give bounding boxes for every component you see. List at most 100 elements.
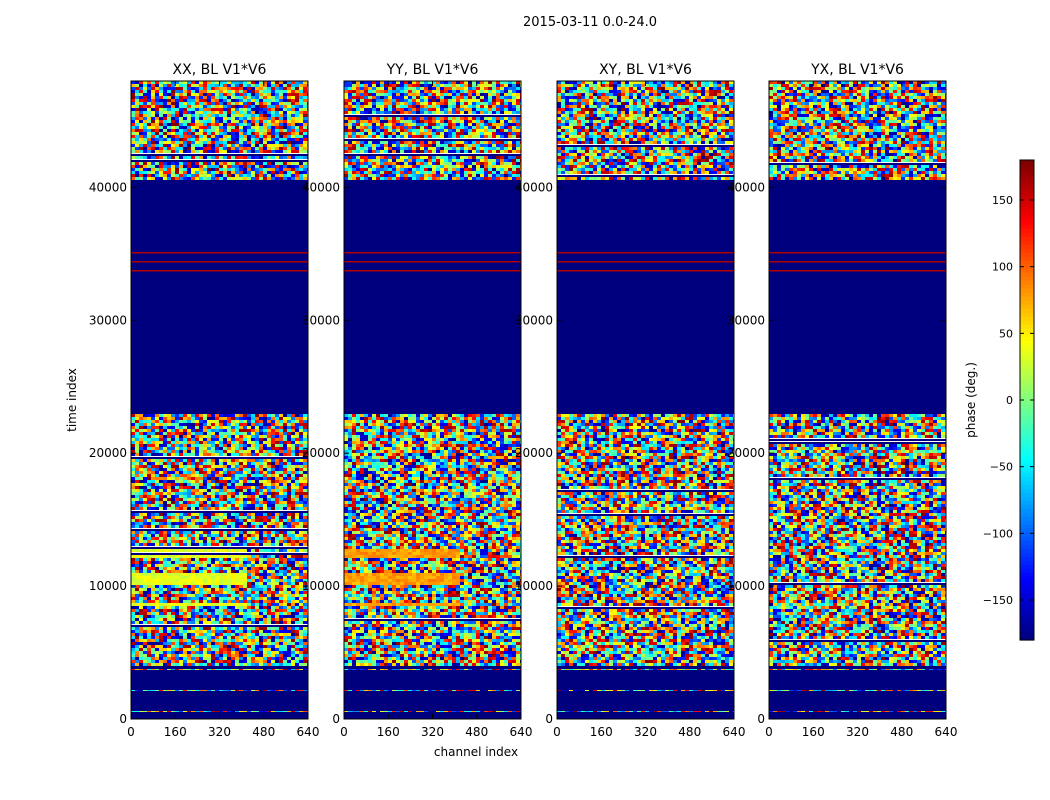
colorbar-swatch bbox=[1020, 204, 1034, 209]
x-tick-label: 640 bbox=[723, 725, 746, 739]
colorbar-swatch bbox=[1020, 504, 1034, 509]
colorbar-swatch bbox=[1020, 600, 1034, 605]
colorbar-swatch bbox=[1020, 516, 1034, 521]
x-tick-label: 320 bbox=[208, 725, 231, 739]
colorbar-swatch bbox=[1020, 372, 1034, 377]
colorbar-swatch bbox=[1020, 460, 1034, 465]
colorbar-swatch bbox=[1020, 500, 1034, 505]
colorbar-swatch bbox=[1020, 628, 1034, 633]
colorbar-swatch bbox=[1020, 296, 1034, 301]
colorbar-swatch bbox=[1020, 552, 1034, 557]
colorbar-swatch bbox=[1020, 308, 1034, 313]
panel-title: XY, BL V1*V6 bbox=[599, 62, 692, 78]
y-tick-label: 30000 bbox=[89, 313, 127, 327]
colorbar-swatch bbox=[1020, 604, 1034, 609]
colorbar-swatch bbox=[1020, 220, 1034, 225]
colorbar-swatch bbox=[1020, 464, 1034, 469]
heatmap-image bbox=[557, 81, 734, 719]
x-tick-label: 640 bbox=[935, 725, 958, 739]
colorbar-swatch bbox=[1020, 292, 1034, 297]
colorbar-swatch bbox=[1020, 532, 1034, 537]
colorbar-swatch bbox=[1020, 180, 1034, 185]
colorbar-swatch bbox=[1020, 176, 1034, 181]
x-tick-label: 480 bbox=[678, 725, 701, 739]
colorbar-swatch bbox=[1020, 356, 1034, 361]
colorbar-swatch bbox=[1020, 488, 1034, 493]
colorbar-swatch bbox=[1020, 536, 1034, 541]
x-tick-label: 320 bbox=[634, 725, 657, 739]
colorbar-swatch bbox=[1020, 380, 1034, 385]
colorbar-swatch bbox=[1020, 272, 1034, 277]
heatmap-image bbox=[769, 81, 946, 719]
colorbar-swatch bbox=[1020, 224, 1034, 229]
colorbar-swatch bbox=[1020, 472, 1034, 477]
colorbar-swatch bbox=[1020, 408, 1034, 413]
colorbar-swatch bbox=[1020, 228, 1034, 233]
panel-title: YY, BL V1*V6 bbox=[386, 62, 479, 78]
colorbar-swatch bbox=[1020, 548, 1034, 553]
colorbar-swatch bbox=[1020, 304, 1034, 309]
heatmap-image bbox=[131, 81, 308, 719]
colorbar-tick-label: −100 bbox=[983, 527, 1013, 540]
x-tick-label: 640 bbox=[510, 725, 533, 739]
colorbar-swatch bbox=[1020, 268, 1034, 273]
colorbar-swatch bbox=[1020, 412, 1034, 417]
y-tick-label: 10000 bbox=[515, 579, 553, 593]
x-tick-label: 640 bbox=[297, 725, 320, 739]
x-tick-label: 160 bbox=[802, 725, 825, 739]
y-tick-label: 30000 bbox=[727, 313, 765, 327]
heatmap-image bbox=[344, 81, 521, 719]
colorbar-swatch bbox=[1020, 360, 1034, 365]
colorbar-swatch bbox=[1020, 260, 1034, 265]
colorbar-swatch bbox=[1020, 608, 1034, 613]
colorbar-swatch bbox=[1020, 388, 1034, 393]
y-tick-label: 10000 bbox=[727, 579, 765, 593]
colorbar-tick-label: 150 bbox=[992, 194, 1013, 207]
x-tick-label: 160 bbox=[164, 725, 187, 739]
colorbar-swatch bbox=[1020, 556, 1034, 561]
x-tick-label: 0 bbox=[553, 725, 561, 739]
colorbar-swatch bbox=[1020, 568, 1034, 573]
colorbar-tick-label: 100 bbox=[992, 261, 1013, 274]
y-axis-label: time index bbox=[65, 368, 79, 432]
colorbar-swatch bbox=[1020, 300, 1034, 305]
y-tick-label: 20000 bbox=[302, 446, 340, 460]
panel-xx: XX, BL V1*V6 0 160 320 480 640 0 10000 20000 3000… bbox=[89, 62, 320, 739]
colorbar-swatch bbox=[1020, 444, 1034, 449]
colorbar-swatch bbox=[1020, 376, 1034, 381]
colorbar-swatch bbox=[1020, 620, 1034, 625]
colorbar-swatch bbox=[1020, 492, 1034, 497]
colorbar-swatch bbox=[1020, 216, 1034, 221]
y-tick-label: 0 bbox=[332, 712, 340, 726]
colorbar-swatch bbox=[1020, 596, 1034, 601]
colorbar-swatch bbox=[1020, 432, 1034, 437]
colorbar-swatch bbox=[1020, 592, 1034, 597]
colorbar-swatch bbox=[1020, 168, 1034, 173]
y-tick-label: 20000 bbox=[727, 446, 765, 460]
colorbar-swatch bbox=[1020, 404, 1034, 409]
colorbar-swatch bbox=[1020, 396, 1034, 401]
colorbar-tick-label: 0 bbox=[1006, 394, 1013, 407]
y-tick-label: 30000 bbox=[302, 313, 340, 327]
colorbar: −150 −100 −50 0 50 100 150 phase (deg.) bbox=[964, 159, 1035, 641]
y-tick-label: 40000 bbox=[302, 180, 340, 194]
colorbar-swatch bbox=[1020, 312, 1034, 317]
colorbar-swatch bbox=[1020, 328, 1034, 333]
panel-title: YX, BL V1*V6 bbox=[810, 62, 904, 78]
y-tick-label: 40000 bbox=[515, 180, 553, 194]
colorbar-swatch bbox=[1020, 280, 1034, 285]
panel-title: XX, BL V1*V6 bbox=[173, 62, 267, 78]
colorbar-swatch bbox=[1020, 544, 1034, 549]
y-tick-label: 20000 bbox=[515, 446, 553, 460]
panel-yx: YX, BL V1*V6 0 160 320 480 640 0 10000 20000 3000… bbox=[727, 62, 958, 739]
colorbar-swatch bbox=[1020, 452, 1034, 457]
x-tick-label: 480 bbox=[465, 725, 488, 739]
colorbar-swatch bbox=[1020, 248, 1034, 253]
y-tick-label: 10000 bbox=[89, 579, 127, 593]
colorbar-swatch bbox=[1020, 232, 1034, 237]
colorbar-swatch bbox=[1020, 264, 1034, 269]
colorbar-swatch bbox=[1020, 160, 1034, 165]
colorbar-tick-label: −150 bbox=[983, 594, 1013, 607]
colorbar-swatch bbox=[1020, 540, 1034, 545]
colorbar-swatch bbox=[1020, 448, 1034, 453]
